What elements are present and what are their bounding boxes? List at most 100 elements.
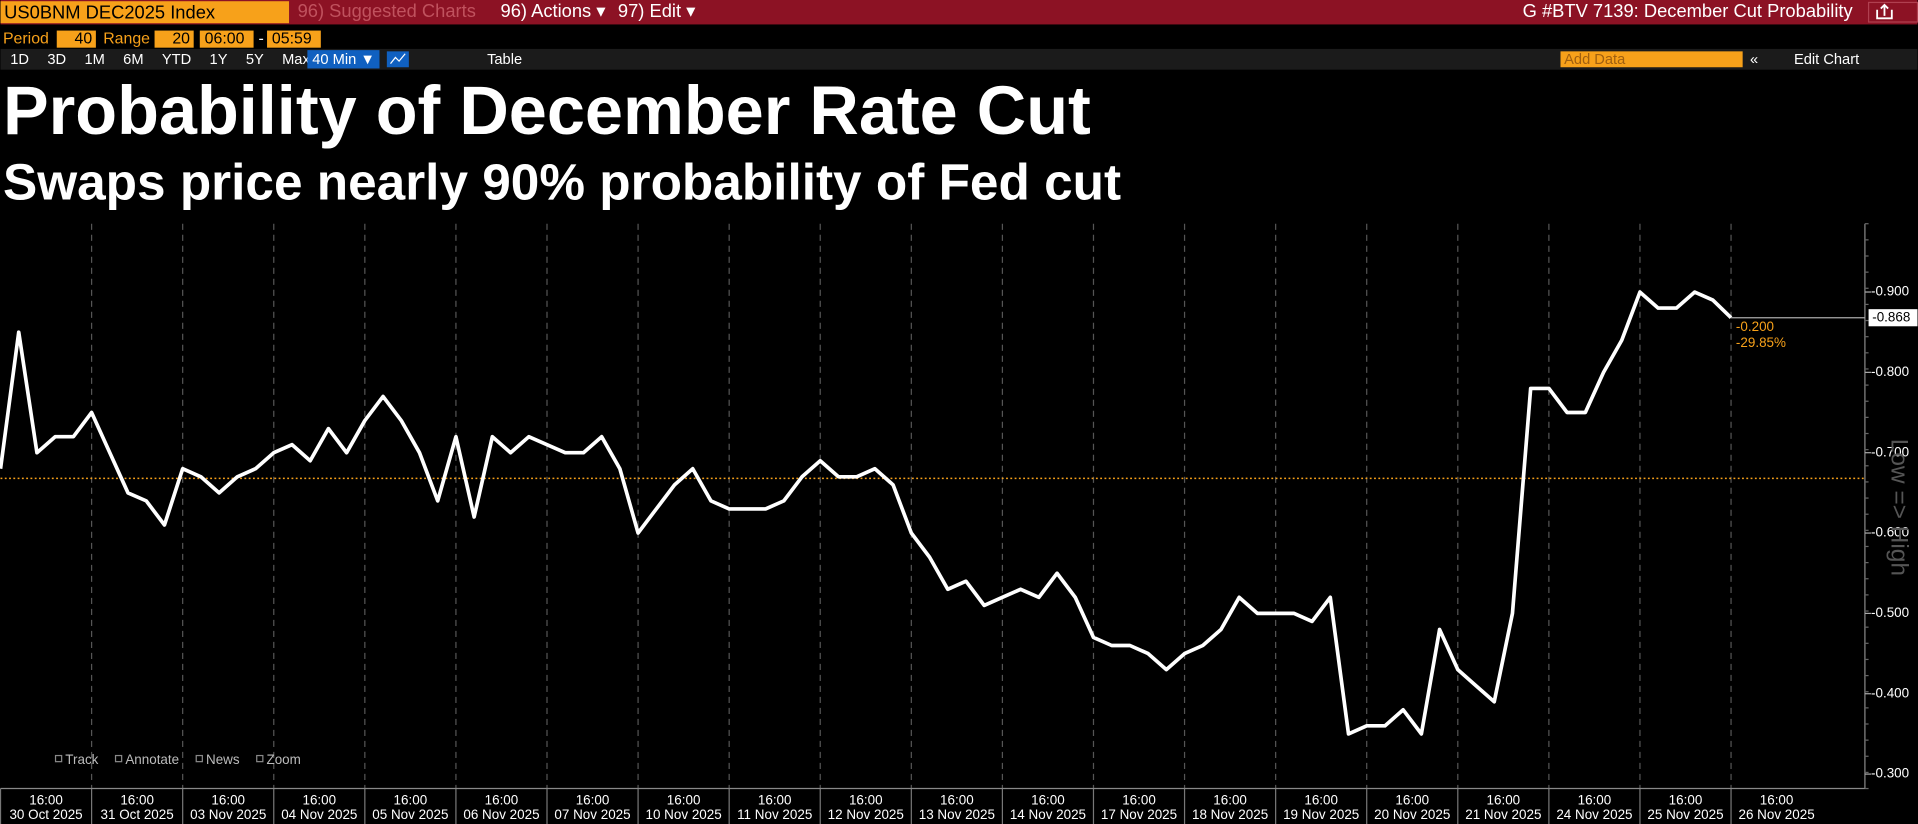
tool[interactable]: Annotate [125, 752, 179, 767]
y-tick-label: -0.800 [1871, 364, 1909, 379]
x-time-label: 16:00 [29, 792, 63, 807]
y-tick-label: -0.500 [1871, 605, 1909, 620]
line-icon [390, 53, 406, 64]
range-button[interactable]: 1M [84, 52, 104, 68]
last-value: -0.868 [1872, 309, 1910, 324]
x-tick-label: 31 Oct 2025 [101, 807, 174, 822]
edit-chart[interactable]: Edit Chart [1794, 52, 1859, 68]
last-value-box [1868, 309, 1918, 327]
y-tick-label: -0.300 [1871, 766, 1909, 781]
x-time-label: 16:00 [576, 792, 610, 807]
x-tick-label: 04 Nov 2025 [281, 807, 357, 822]
separator: - [258, 30, 263, 47]
x-tick-label: 11 Nov 2025 [737, 807, 812, 822]
x-tick-label: 13 Nov 2025 [919, 807, 995, 822]
x-tick-label: 05 Nov 2025 [372, 807, 448, 822]
tool-icon [195, 754, 203, 763]
x-tick-label: 03 Nov 2025 [190, 807, 266, 822]
tool[interactable]: Track [65, 752, 98, 767]
x-tick-label: 12 Nov 2025 [828, 807, 904, 822]
x-tick-label: 10 Nov 2025 [646, 807, 722, 822]
x-time-label: 16:00 [1395, 792, 1429, 807]
x-time-label: 16:00 [1304, 792, 1338, 807]
range-button[interactable]: Max [282, 52, 310, 68]
range-button[interactable]: 6M [123, 52, 143, 68]
x-time-label: 16:00 [1669, 792, 1703, 807]
x-tick-label: 25 Nov 2025 [1647, 807, 1723, 822]
menu[interactable]: 96) Suggested Charts [298, 0, 476, 21]
tool[interactable]: News [206, 752, 240, 767]
chart-title: Probability of December Rate Cut [3, 72, 1091, 149]
toolbar-buttons: 1D 3D 1M 6M YTD 1Y 5Y Max [10, 52, 310, 68]
menu[interactable]: 97) Edit ▾ [618, 0, 695, 21]
x-time-label: 16:00 [302, 792, 336, 807]
export-icon [1876, 3, 1893, 20]
ticker-box[interactable] [0, 1, 290, 24]
x-time-label: 16:00 [1031, 792, 1065, 807]
x-time-label: 16:00 [1122, 792, 1156, 807]
add-data-box[interactable] [1560, 51, 1743, 68]
range-button[interactable]: 1Y [210, 52, 228, 68]
x-tick-label: 24 Nov 2025 [1556, 807, 1632, 822]
period-box[interactable] [56, 30, 96, 48]
x-time-label: 16:00 [758, 792, 792, 807]
axis-note: Low => High [1885, 439, 1912, 576]
period-label: Period [3, 30, 49, 47]
x-tick-label: 07 Nov 2025 [554, 807, 630, 822]
x-tick-label: 17 Nov 2025 [1101, 807, 1177, 822]
x-tick-label: 30 Oct 2025 [9, 807, 82, 822]
range-label: Range [103, 30, 150, 47]
x-time-label: 16:00 [1487, 792, 1521, 807]
collapse-icon[interactable]: « [1750, 52, 1758, 68]
x-tick-label: 14 Nov 2025 [1010, 807, 1086, 822]
export-button[interactable] [1867, 1, 1918, 23]
x-time-label: 16:00 [120, 792, 154, 807]
change: -0.200 [1736, 319, 1774, 334]
x-time-label: 16:00 [1760, 792, 1794, 807]
x-time-label: 16:00 [940, 792, 974, 807]
range-button[interactable]: 3D [47, 52, 66, 68]
interval-button[interactable] [307, 50, 380, 69]
header-bar [0, 0, 1918, 25]
range-button[interactable]: 5Y [246, 52, 264, 68]
range[interactable]: 20 [172, 30, 190, 47]
x-tick-label: 19 Nov 2025 [1283, 807, 1359, 822]
chart-subtitle: Swaps price nearly 90% probability of Fe… [3, 153, 1121, 210]
x-tick-label: 20 Nov 2025 [1374, 807, 1450, 822]
tool-icon [54, 754, 63, 763]
x-time-label: 16:00 [1578, 792, 1612, 807]
chart-name: G #BTV 7139: December Cut Probability [1523, 0, 1854, 21]
x-tick-label: 26 Nov 2025 [1738, 807, 1814, 822]
x-time-label: 16:00 [211, 792, 245, 807]
start[interactable]: 06:00 [205, 30, 245, 47]
change-pct: -29.85% [1736, 335, 1786, 350]
x-time-label: 16:00 [667, 792, 701, 807]
x-tick-label: 18 Nov 2025 [1192, 807, 1268, 822]
range-box[interactable] [154, 30, 194, 48]
toolbar [0, 48, 1918, 70]
menu[interactable]: 96) Actions ▾ [501, 0, 606, 21]
end[interactable]: 05:59 [272, 30, 312, 47]
add-data[interactable]: Add Data [1564, 52, 1626, 68]
tool[interactable]: Zoom [267, 752, 301, 767]
tool-icon [256, 754, 264, 763]
start-box[interactable] [199, 30, 254, 48]
x-time-label: 16:00 [394, 792, 428, 807]
x-tick-label: 06 Nov 2025 [463, 807, 539, 822]
table-button[interactable]: Table [487, 52, 522, 68]
end-box[interactable] [267, 30, 321, 48]
range-button[interactable]: 1D [10, 52, 29, 68]
interval[interactable]: 40 Min ▼ [312, 52, 375, 68]
range-button[interactable]: YTD [162, 52, 191, 68]
x-time-label: 16:00 [485, 792, 519, 807]
y-tick-label: -0.700 [1871, 444, 1909, 459]
period[interactable]: 40 [75, 30, 93, 47]
y-tick-label: -0.400 [1871, 685, 1909, 700]
y-tick-label: -0.600 [1871, 525, 1909, 540]
series-line [0, 290, 1733, 736]
y-tick-label: -0.900 [1871, 284, 1909, 299]
x-time-label: 16:00 [1213, 792, 1247, 807]
ticker[interactable]: US0BNM DEC2025 Index [4, 1, 215, 22]
